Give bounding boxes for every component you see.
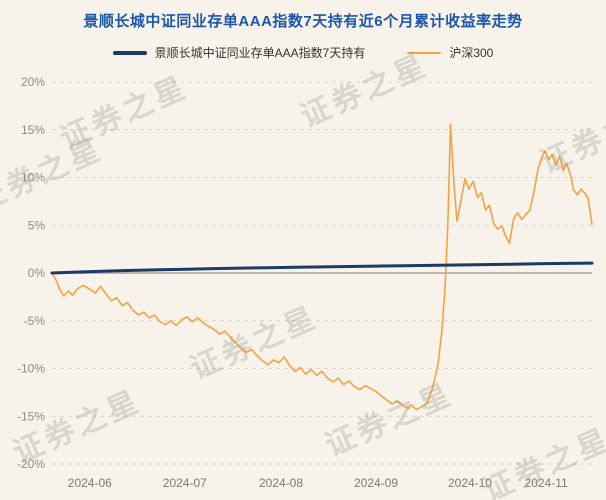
svg-text:5%: 5%	[28, 218, 46, 232]
svg-text:-20%: -20%	[17, 457, 45, 471]
svg-text:15%: 15%	[21, 123, 45, 137]
legend-item-index: 沪深300	[407, 44, 493, 61]
chart-area: 20% 15% 10% 5% 0% -5% -10% -15% -20% 2024-06 2024-…	[0, 70, 606, 500]
legend: 景顺长城中证同业存单AAA指数7天持有 沪深300	[0, 44, 606, 61]
svg-text:2024-10: 2024-10	[448, 476, 492, 490]
legend-swatch-fund	[112, 50, 147, 55]
svg-text:0%: 0%	[28, 266, 46, 280]
page-title: 景顺长城中证同业存单AAA指数7天持有近6个月累计收益率走势	[83, 13, 523, 30]
svg-text:-15%: -15%	[17, 409, 45, 423]
svg-text:20%: 20%	[21, 75, 45, 89]
svg-text:2024-07: 2024-07	[163, 476, 207, 490]
legend-swatch-index	[407, 51, 442, 54]
legend-label-index: 沪深300	[449, 46, 494, 60]
svg-text:-5%: -5%	[24, 314, 46, 328]
svg-text:2024-11: 2024-11	[525, 476, 568, 490]
line-chart: 20% 15% 10% 5% 0% -5% -10% -15% -20% 2024-06 2024-…	[17, 75, 594, 490]
svg-text:2024-08: 2024-08	[259, 476, 303, 490]
legend-item-fund: 景顺长城中证同业存单AAA指数7天持有	[112, 44, 366, 61]
svg-text:2024-09: 2024-09	[354, 476, 398, 490]
svg-text:-10%: -10%	[17, 362, 45, 376]
svg-text:2024-06: 2024-06	[68, 476, 112, 490]
svg-text:10%: 10%	[21, 171, 45, 185]
legend-label-fund: 景顺长城中证同业存单AAA指数7天持有	[154, 46, 366, 60]
